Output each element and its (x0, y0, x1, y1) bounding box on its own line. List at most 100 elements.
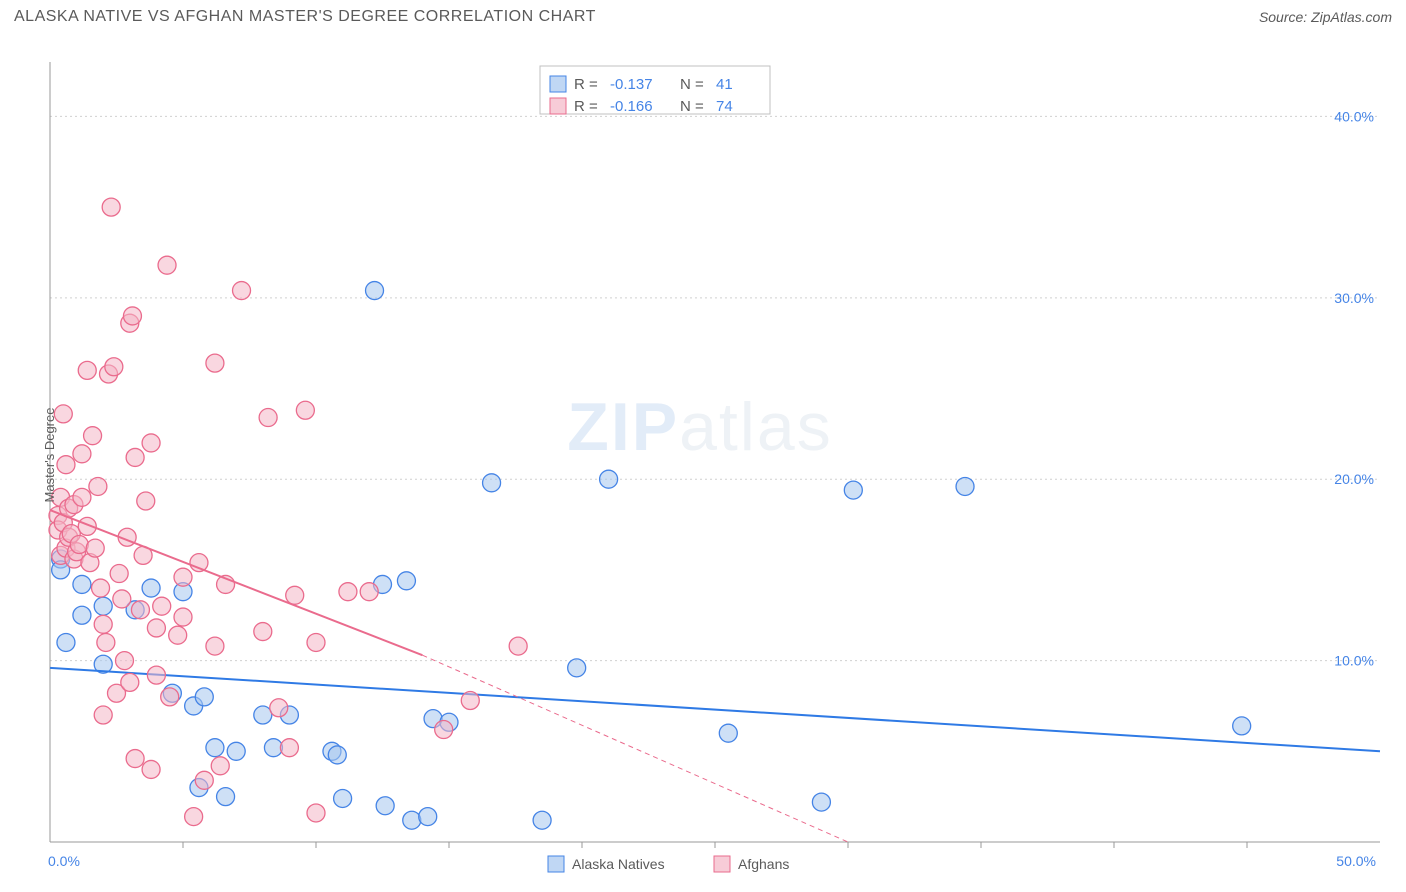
watermark: ZIPatlas (567, 389, 832, 465)
legend-r-label: R = (574, 98, 598, 115)
chart-title: ALASKA NATIVE VS AFGHAN MASTER'S DEGREE … (14, 8, 596, 26)
scatter-point (206, 637, 224, 655)
scatter-point (121, 673, 139, 691)
scatter-point (259, 409, 277, 427)
scatter-point (147, 666, 165, 684)
scatter-point (158, 256, 176, 274)
x-tick-label: 0.0% (48, 853, 80, 869)
scatter-point (137, 492, 155, 510)
scatter-point (844, 481, 862, 499)
legend-n-label: N = (680, 76, 704, 93)
scatter-point (195, 771, 213, 789)
scatter-point (113, 590, 131, 608)
scatter-point (57, 633, 75, 651)
scatter-point (86, 539, 104, 557)
scatter-point (254, 623, 272, 641)
trend-line (50, 668, 1380, 751)
scatter-point (328, 746, 346, 764)
legend-swatch (550, 98, 566, 114)
scatter-point (403, 811, 421, 829)
scatter-point (142, 760, 160, 778)
scatter-point (84, 427, 102, 445)
scatter-point (217, 788, 235, 806)
scatter-point (533, 811, 551, 829)
scatter-point (142, 434, 160, 452)
legend-swatch (714, 856, 730, 872)
scatter-point (334, 789, 352, 807)
scatter-point (174, 608, 192, 626)
scatter-plot: ZIPatlas 10.0% 20.0% 30.0% 40.0% 0.0% 50.0% R =… (0, 30, 1406, 880)
trend-line-dashed (422, 655, 848, 842)
scatter-point (195, 688, 213, 706)
scatter-point (54, 405, 72, 423)
scatter-point (366, 282, 384, 300)
scatter-point (92, 579, 110, 597)
scatter-point (1233, 717, 1251, 735)
scatter-point (419, 808, 437, 826)
legend-r-label: R = (574, 76, 598, 93)
scatter-point (78, 361, 96, 379)
legend-n-value: 41 (716, 76, 733, 93)
scatter-point (115, 652, 133, 670)
header: ALASKA NATIVE VS AFGHAN MASTER'S DEGREE … (0, 0, 1406, 30)
legend-swatch (548, 856, 564, 872)
legend-series-label: Alaska Natives (572, 856, 665, 872)
scatter-point (483, 474, 501, 492)
scatter-point (126, 750, 144, 768)
legend-swatch (550, 76, 566, 92)
scatter-point (461, 692, 479, 710)
legend-r-value: -0.137 (610, 76, 653, 93)
scatter-point (105, 358, 123, 376)
scatter-point (185, 808, 203, 826)
y-tick-label: 10.0% (1334, 653, 1374, 669)
scatter-point (956, 477, 974, 495)
scatter-point (89, 477, 107, 495)
scatter-point (102, 198, 120, 216)
scatter-point (233, 282, 251, 300)
scatter-point (206, 739, 224, 757)
legend-n-label: N = (680, 98, 704, 115)
scatter-point (435, 721, 453, 739)
y-tick-label: 20.0% (1334, 471, 1374, 487)
scatter-point (73, 606, 91, 624)
scatter-point (73, 445, 91, 463)
scatter-point (286, 586, 304, 604)
scatter-point (206, 354, 224, 372)
scatter-point (73, 575, 91, 593)
scatter-point (270, 699, 288, 717)
scatter-point (123, 307, 141, 325)
scatter-point (227, 742, 245, 760)
scatter-point (110, 565, 128, 583)
scatter-point (376, 797, 394, 815)
scatter-point (254, 706, 272, 724)
scatter-point (169, 626, 187, 644)
scatter-point (70, 536, 88, 554)
legend-r-value: -0.166 (610, 98, 653, 115)
scatter-point (264, 739, 282, 757)
scatter-point (509, 637, 527, 655)
y-tick-label: 40.0% (1334, 108, 1374, 124)
scatter-point (73, 488, 91, 506)
scatter-point (94, 706, 112, 724)
scatter-point (126, 448, 144, 466)
scatter-point (153, 597, 171, 615)
y-tick-label: 30.0% (1334, 290, 1374, 306)
x-tick-label: 50.0% (1336, 853, 1376, 869)
scatter-point (307, 804, 325, 822)
scatter-point (280, 739, 298, 757)
scatter-point (719, 724, 737, 742)
scatter-point (142, 579, 160, 597)
scatter-point (307, 633, 325, 651)
chart-area: Master's Degree ZIPatlas 10.0% 20.0% 30.0% 4… (0, 30, 1406, 880)
scatter-point (600, 470, 618, 488)
scatter-point (296, 401, 314, 419)
scatter-point (57, 456, 75, 474)
y-axis-label: Master's Degree (42, 408, 57, 503)
scatter-point (812, 793, 830, 811)
legend-series-label: Afghans (738, 856, 789, 872)
scatter-point (94, 597, 112, 615)
scatter-point (211, 757, 229, 775)
scatter-point (339, 583, 357, 601)
legend-n-value: 74 (716, 98, 733, 115)
source-label: Source: ZipAtlas.com (1259, 9, 1392, 25)
